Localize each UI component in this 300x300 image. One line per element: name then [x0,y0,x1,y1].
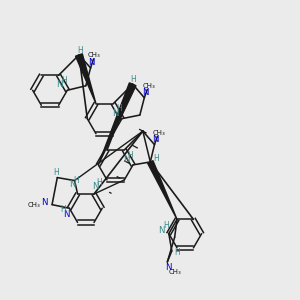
Text: CH₃: CH₃ [168,268,181,274]
Text: H: H [61,76,67,85]
Polygon shape [148,161,177,219]
Text: H: H [74,176,79,185]
Text: H: H [97,178,102,187]
Text: N: N [112,109,119,118]
Text: H: H [163,221,169,230]
Text: N: N [88,58,95,67]
Text: N: N [57,80,63,89]
Text: H: H [61,205,66,214]
Text: H: H [153,154,158,164]
Text: N: N [142,88,149,97]
Text: N: N [152,135,159,144]
Text: CH₃: CH₃ [153,130,165,136]
Text: N: N [63,210,70,219]
Text: H: H [77,46,83,55]
Text: CH₃: CH₃ [142,83,155,89]
Text: H: H [116,104,122,113]
Text: H: H [53,168,59,177]
Text: H: H [174,248,180,257]
Text: CH₃: CH₃ [88,52,101,58]
Text: N: N [123,155,130,164]
Text: N: N [158,226,165,235]
Text: N: N [41,198,48,207]
Polygon shape [98,83,136,165]
Polygon shape [76,54,96,104]
Text: H: H [131,75,137,84]
Text: N: N [69,180,76,189]
Text: N: N [92,182,99,191]
Text: N: N [166,263,172,272]
Text: CH₃: CH₃ [28,202,40,208]
Text: H: H [128,151,133,160]
